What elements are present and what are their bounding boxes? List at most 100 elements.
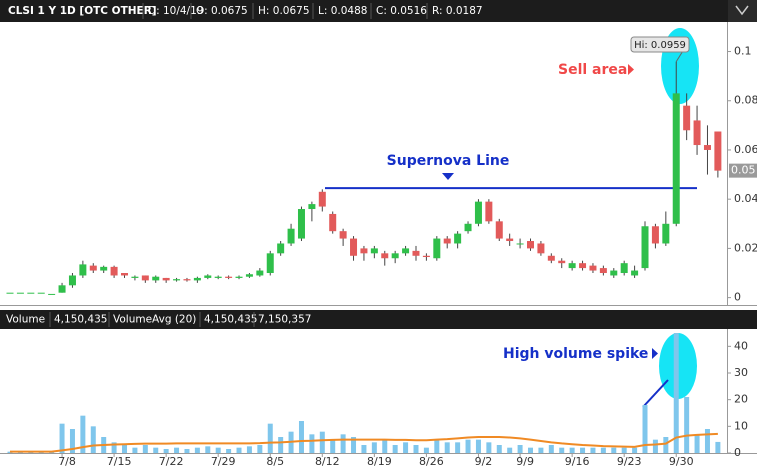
y-tick-label: 20 bbox=[734, 393, 748, 406]
last-price-label: 0.05 bbox=[731, 164, 756, 177]
volume-bar bbox=[694, 434, 700, 453]
y-tick-label: 0 bbox=[734, 291, 741, 304]
volume-bar bbox=[80, 415, 86, 453]
candle-body bbox=[527, 241, 534, 249]
volume-header-field: VolumeAvg (20) bbox=[113, 314, 196, 326]
volume-bar bbox=[444, 442, 450, 453]
volume-bar bbox=[517, 445, 523, 453]
header-field: L: 0.0488 bbox=[318, 5, 367, 17]
candle-body bbox=[225, 276, 233, 278]
candle-body bbox=[693, 120, 701, 146]
volume-bar bbox=[392, 445, 398, 453]
candle-body bbox=[297, 209, 305, 239]
volume-bar bbox=[559, 447, 565, 453]
volume-bar bbox=[590, 447, 596, 453]
candle-body bbox=[391, 253, 399, 259]
supernova-arrow bbox=[442, 173, 454, 180]
candle-body bbox=[266, 253, 274, 274]
x-tick-label: 8/5 bbox=[266, 455, 284, 468]
expand-button[interactable] bbox=[728, 0, 757, 22]
volume-bar bbox=[486, 442, 492, 453]
candle-body bbox=[37, 292, 45, 294]
volume-bar bbox=[163, 449, 169, 453]
high-label-box bbox=[630, 36, 690, 53]
candle-body bbox=[16, 292, 24, 294]
x-tick-label: 7/8 bbox=[58, 455, 76, 468]
volume-bar bbox=[340, 434, 346, 453]
candle-body bbox=[6, 292, 14, 294]
header-field: R: 0.0187 bbox=[432, 5, 483, 17]
candle-body bbox=[183, 279, 191, 281]
candle-body bbox=[599, 268, 607, 274]
candle-body bbox=[162, 277, 170, 281]
volume-bar bbox=[246, 446, 252, 453]
volume-bar bbox=[455, 442, 461, 453]
y-tick-label: 0.08 bbox=[734, 94, 757, 107]
volume-bar bbox=[548, 445, 554, 453]
header-field: CLSI 1 Y 1D [OTC OTHER] bbox=[8, 5, 157, 17]
candle-body bbox=[474, 201, 482, 224]
candle-body bbox=[48, 293, 56, 295]
x-tick-label: 8/26 bbox=[419, 455, 444, 468]
volume-bar bbox=[663, 437, 669, 453]
volume-spike-pointer bbox=[642, 379, 669, 408]
volume-bar bbox=[673, 333, 679, 453]
header-field: C: 0.0516 bbox=[376, 5, 427, 17]
volume-bar bbox=[236, 447, 242, 453]
volume-bar bbox=[652, 439, 658, 453]
x-tick-label: 7/29 bbox=[211, 455, 236, 468]
volume-bar bbox=[569, 447, 575, 453]
candle-body bbox=[672, 93, 680, 224]
volume-bar bbox=[611, 447, 617, 453]
candle-body bbox=[214, 276, 222, 278]
volume-bar bbox=[122, 445, 128, 453]
candle-body bbox=[651, 226, 659, 244]
candle-body bbox=[245, 274, 253, 277]
candle-body bbox=[152, 276, 160, 281]
candle-body bbox=[516, 243, 524, 245]
volume-bar bbox=[371, 442, 377, 453]
volume-bar bbox=[90, 426, 96, 453]
volume-bar bbox=[226, 449, 232, 453]
y-tick-label: 30 bbox=[734, 366, 748, 379]
volume-bar bbox=[528, 447, 533, 453]
volume-bar bbox=[174, 447, 180, 453]
candle-body bbox=[412, 250, 420, 256]
volume-bar bbox=[319, 431, 325, 453]
candle-body bbox=[193, 277, 201, 281]
last-price-box bbox=[729, 163, 757, 178]
header-field: H: 0.0675 bbox=[258, 5, 310, 17]
y-tick-label: 10 bbox=[734, 419, 748, 432]
volume-bar bbox=[267, 423, 273, 453]
volume-bar bbox=[257, 445, 263, 453]
volume-spike-label: High volume spike bbox=[503, 346, 648, 362]
y-tick-label: 40 bbox=[734, 339, 748, 352]
volume-bar bbox=[153, 447, 159, 453]
candle-body bbox=[141, 275, 149, 281]
x-tick-label: 8/19 bbox=[367, 455, 392, 468]
candle-body bbox=[433, 238, 441, 259]
volume-header-field: Volume bbox=[6, 314, 45, 326]
candle-body bbox=[547, 255, 555, 261]
candle-body bbox=[641, 226, 649, 269]
candle-body bbox=[631, 270, 639, 276]
volume-header-field: 4,150,435 bbox=[54, 314, 107, 326]
volume-bar bbox=[475, 439, 481, 453]
volume-bar bbox=[403, 442, 409, 453]
candle-body bbox=[256, 270, 264, 276]
volume-bar bbox=[298, 421, 304, 453]
volume-bar bbox=[194, 447, 200, 453]
volume-average-line bbox=[10, 432, 718, 453]
sell-arrow bbox=[628, 64, 634, 75]
volume-bar bbox=[184, 449, 190, 453]
candle-body bbox=[381, 253, 389, 259]
volume-spike-arrow bbox=[652, 348, 658, 359]
candle-body bbox=[318, 191, 326, 207]
high-label: Hi: 0.0959 bbox=[634, 40, 686, 51]
supernova-label: Supernova Line bbox=[387, 153, 510, 169]
volume-bar bbox=[434, 439, 440, 453]
volume-bar bbox=[382, 439, 388, 453]
candle-body bbox=[350, 238, 358, 256]
